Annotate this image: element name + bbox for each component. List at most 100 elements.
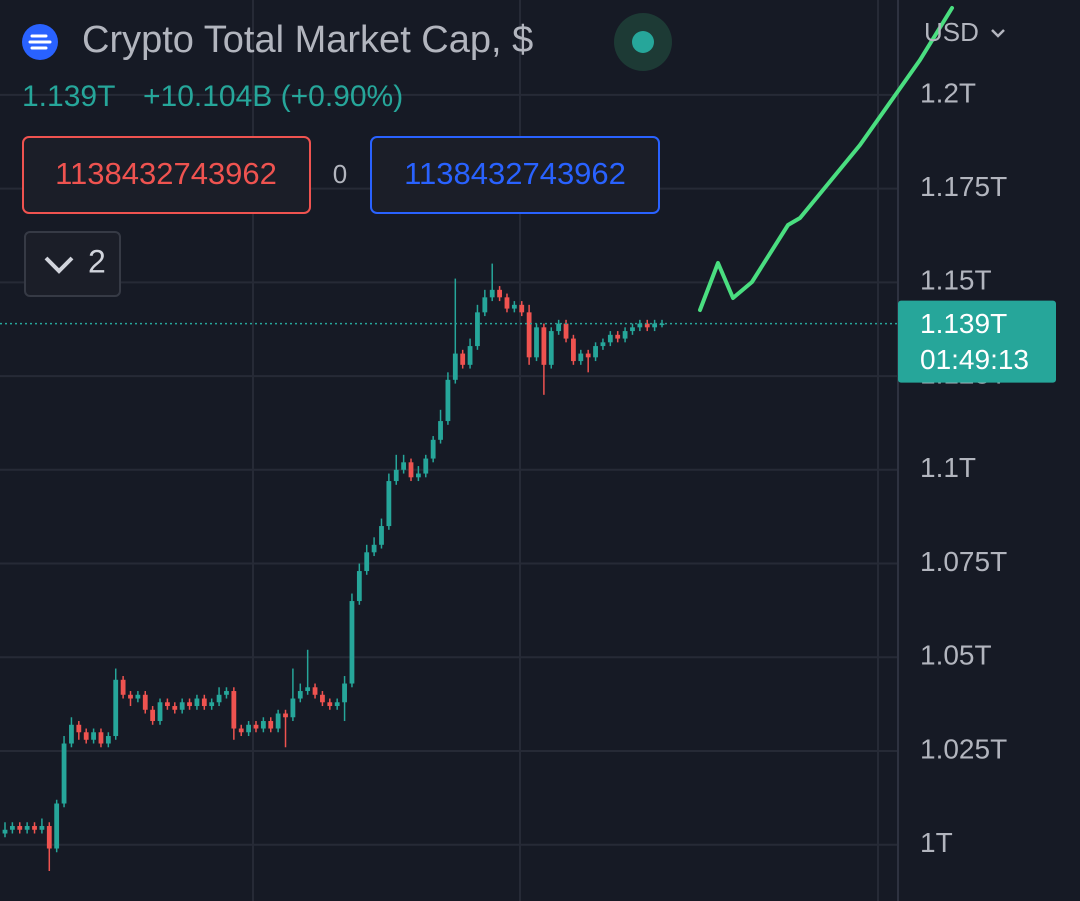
candle-body <box>342 683 347 703</box>
drawn-arrow <box>698 6 954 312</box>
title: Crypto Total Market Cap, $ <box>82 19 533 61</box>
candle-body <box>209 702 215 707</box>
candle-body <box>548 331 554 365</box>
candle-body <box>253 724 259 729</box>
candle-body <box>371 544 377 553</box>
candle-body <box>165 702 170 707</box>
candle-body <box>630 327 635 332</box>
candle-body <box>320 694 325 703</box>
candle-body <box>231 691 237 729</box>
sell-price: 1138432743962 <box>55 156 277 191</box>
candle-body <box>467 346 473 365</box>
candle-body <box>142 694 148 710</box>
candle-body <box>24 826 30 830</box>
candle-body <box>327 702 333 707</box>
y-tick-label: 1T <box>920 827 953 858</box>
y-tick-label: 1.05T <box>920 640 992 671</box>
y-tick-label: 1.025T <box>920 733 1007 764</box>
candle-body <box>393 469 399 482</box>
y-tick-label: 1.175T <box>920 171 1007 202</box>
candle-body <box>260 721 266 729</box>
candle-body <box>593 346 598 358</box>
candle-body <box>39 826 45 830</box>
status-dot <box>632 31 654 53</box>
candle-body <box>334 702 340 707</box>
candle-body <box>452 353 458 380</box>
candle-body <box>430 439 436 459</box>
candle-body <box>534 327 539 358</box>
price: 1.139T <box>22 80 115 113</box>
candle-body <box>297 691 303 699</box>
candle-body <box>511 304 517 309</box>
candle-body <box>600 342 606 347</box>
candle-body <box>460 353 466 365</box>
candle-body <box>415 473 421 478</box>
candle-body <box>172 706 178 710</box>
candle-body <box>571 338 576 362</box>
candle-body <box>46 826 52 849</box>
candle-body <box>157 702 163 722</box>
candle-body <box>445 379 451 422</box>
candle-body <box>135 694 141 699</box>
candle-body <box>408 462 414 478</box>
candle-body <box>556 323 562 332</box>
spread: 0 <box>333 159 347 189</box>
candle-body <box>312 687 318 695</box>
candle-body <box>519 304 525 313</box>
candle-body <box>563 323 569 339</box>
y-tick-label: 1.15T <box>920 265 992 296</box>
y-tick-label: 1.2T <box>920 77 976 108</box>
candle-body <box>364 552 370 572</box>
candle-body <box>128 694 133 699</box>
candle-body <box>76 724 82 733</box>
chevron <box>44 256 74 274</box>
sell-button[interactable] <box>22 136 311 214</box>
candle-body <box>386 481 392 527</box>
change: +10.104B (+0.90%) <box>143 80 403 113</box>
candle-body <box>438 421 443 440</box>
candle-body <box>526 312 532 358</box>
candle-body <box>349 601 355 684</box>
buy-button[interactable] <box>370 136 660 214</box>
candle-body <box>475 312 480 347</box>
y-tick-label: 1.075T <box>920 546 1007 577</box>
candle-body <box>637 323 643 328</box>
candle-body <box>275 713 281 729</box>
candle-body <box>541 327 547 365</box>
candle-body <box>268 721 274 729</box>
candle-body <box>32 826 37 830</box>
candle-body <box>150 709 156 722</box>
collapse-button[interactable] <box>24 231 121 297</box>
candle-body <box>607 334 613 343</box>
buy-price: 1138432743962 <box>404 156 626 191</box>
candle-body <box>585 353 591 358</box>
candle-body <box>83 732 89 740</box>
candle-body <box>216 694 222 703</box>
y-tick-label: 1.1T <box>920 452 976 483</box>
price-label-box <box>898 300 1056 383</box>
candle-body <box>246 724 252 733</box>
candle-body <box>401 462 407 470</box>
candle-body <box>305 687 311 692</box>
countdown: 01:49:13 <box>920 344 1029 375</box>
candle-body <box>504 297 510 309</box>
candle-body <box>91 732 96 740</box>
candle-body <box>578 353 584 362</box>
candle-body <box>489 289 495 298</box>
currency[interactable]: USD <box>924 17 979 47</box>
candle-body <box>194 698 200 707</box>
candle-body <box>17 826 23 830</box>
candle-body <box>105 736 111 744</box>
candle-body <box>201 698 207 707</box>
candle-body <box>120 679 126 695</box>
candle-body <box>187 702 192 707</box>
candle-body <box>290 698 296 718</box>
candle-body <box>54 803 60 849</box>
candle-body <box>69 724 74 744</box>
candle-body <box>497 289 502 298</box>
candle-body <box>644 323 650 328</box>
logo-mark <box>28 34 52 50</box>
